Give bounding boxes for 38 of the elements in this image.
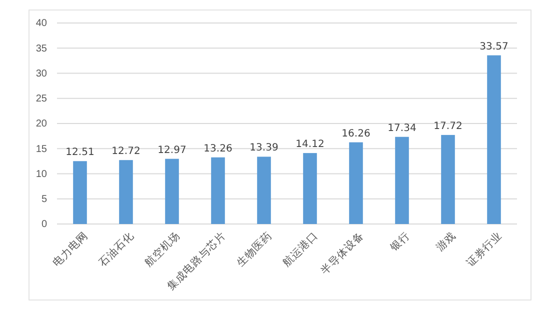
y-tick-label: 10	[36, 168, 48, 180]
x-tick-label: 半导体设备	[318, 229, 366, 278]
data-label: 33.57	[480, 41, 508, 52]
y-tick-label: 0	[41, 219, 48, 230]
bar	[257, 156, 271, 224]
data-label: 17.72	[434, 120, 462, 132]
bar	[211, 157, 225, 224]
data-label: 13.26	[204, 143, 232, 154]
data-label: 14.12	[296, 139, 324, 150]
bar	[487, 55, 501, 224]
y-tick-label: 25	[36, 94, 48, 105]
bar	[73, 161, 87, 224]
data-label: 16.26	[342, 128, 370, 140]
y-tick-label: 35	[36, 43, 48, 54]
bar	[303, 153, 317, 224]
bar	[165, 158, 179, 224]
x-tick-label: 游戏	[433, 229, 458, 254]
bar	[349, 142, 363, 224]
data-label: 12.72	[112, 146, 140, 158]
x-tick-label: 电力电网	[50, 229, 90, 270]
data-label: 12.51	[66, 147, 94, 158]
bar	[119, 160, 133, 224]
bar	[395, 136, 409, 224]
x-tick-label: 航运港口	[280, 229, 320, 270]
x-tick-label: 生物医药	[234, 229, 274, 270]
bar	[441, 134, 455, 224]
x-tick-label: 航空机场	[142, 229, 182, 270]
x-tick-label: 石油石化	[96, 229, 136, 270]
y-tick-label: 40	[36, 18, 48, 30]
y-tick-label: 20	[36, 118, 48, 130]
x-tick-label: 证券行业	[464, 229, 504, 270]
y-tick-label: 5	[41, 194, 48, 206]
x-tick-label: 银行	[387, 230, 412, 255]
y-tick-label: 30	[36, 68, 48, 80]
data-label: 12.97	[158, 144, 186, 156]
data-label: 13.39	[250, 142, 278, 154]
y-tick-label: 15	[36, 144, 48, 155]
data-label: 17.34	[388, 122, 416, 134]
